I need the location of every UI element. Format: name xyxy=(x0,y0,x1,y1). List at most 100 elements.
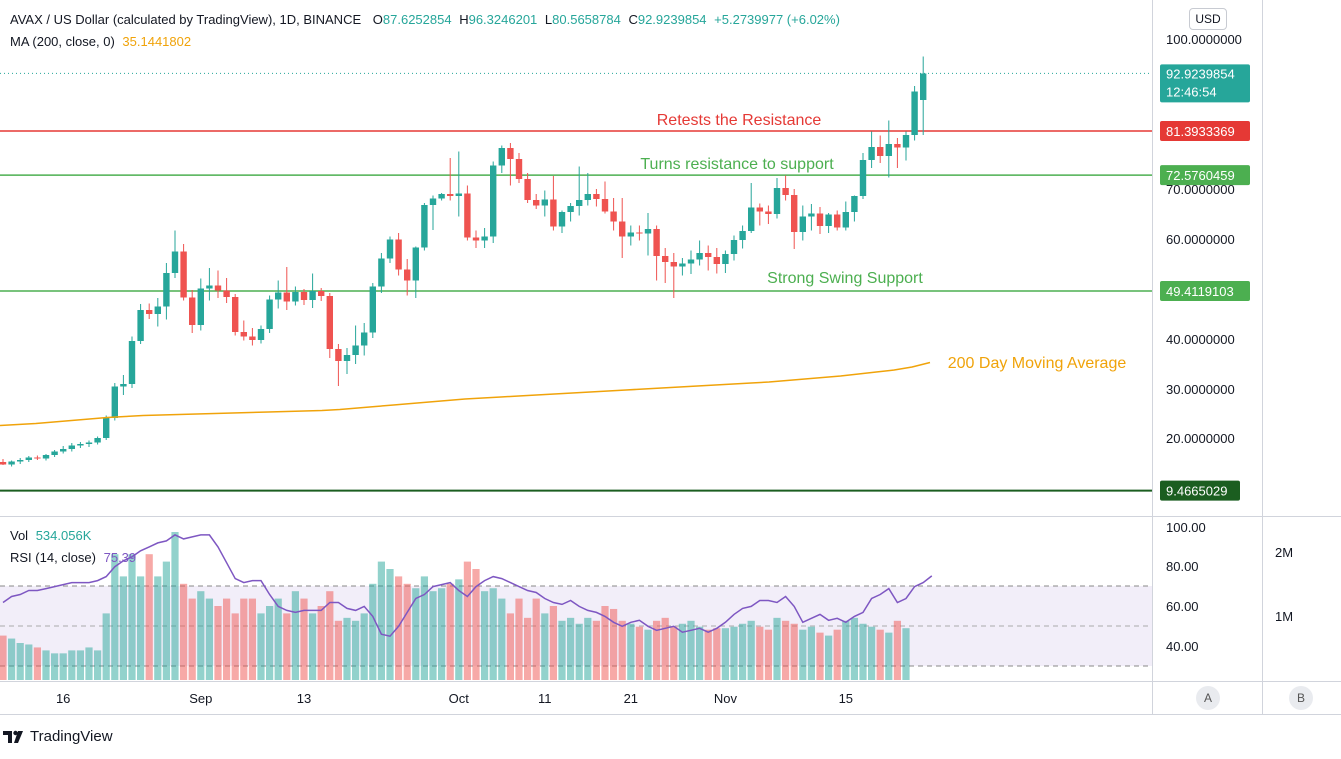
time-tick: 11 xyxy=(538,691,552,706)
volume-legend[interactable]: Vol 534.056K xyxy=(10,528,95,543)
ma-legend[interactable]: MA (200, close, 0) 35.1441802 xyxy=(10,34,195,49)
rsi-tick: 60.00 xyxy=(1166,599,1199,614)
candle xyxy=(343,348,351,374)
candle xyxy=(541,190,548,217)
swing-support-price-value: 49.4119103 xyxy=(1166,284,1234,299)
candle xyxy=(232,294,239,336)
volume-bar xyxy=(807,626,815,680)
volume-bar xyxy=(128,554,136,680)
time-tick: 13 xyxy=(297,691,311,706)
time-axis[interactable]: 16 Sep 13 Oct 11 21 Nov 15 xyxy=(56,691,853,706)
volume-bar xyxy=(704,629,712,680)
candle xyxy=(842,201,849,231)
candle xyxy=(77,442,84,448)
volume-bar xyxy=(463,561,471,680)
symbol-legend[interactable]: AVAX / US Dollar (calculated by TradingV… xyxy=(10,12,844,27)
price-tick: 100.0000000 xyxy=(1166,32,1242,47)
volume-bar xyxy=(0,635,7,680)
volume-bar xyxy=(283,613,291,680)
candle xyxy=(481,228,488,248)
candle xyxy=(25,456,32,462)
volume-bar xyxy=(721,628,729,680)
candle xyxy=(894,138,901,168)
volume-legend-label[interactable]: Vol xyxy=(10,528,29,543)
volume-bar xyxy=(816,632,824,680)
candle xyxy=(601,181,609,214)
price-pane[interactable] xyxy=(0,0,1152,516)
volume-bar xyxy=(16,643,24,680)
currency-button[interactable]: USD xyxy=(1189,8,1227,30)
ohlc-high: H96.3246201 xyxy=(459,12,538,27)
candle xyxy=(868,131,875,168)
candle xyxy=(662,248,669,283)
tradingview-logo[interactable]: TradingView xyxy=(2,728,113,745)
rsi-legend[interactable]: RSI (14, close) 75.39 xyxy=(10,550,140,565)
symbol-title[interactable]: AVAX / US Dollar (calculated by TradingV… xyxy=(10,12,362,27)
candle xyxy=(421,203,428,251)
candle xyxy=(266,295,273,333)
volume-bar xyxy=(472,569,480,680)
candle xyxy=(378,253,385,293)
bottom-price-value: 9.4665029 xyxy=(1166,484,1227,499)
candle xyxy=(438,193,445,201)
candle xyxy=(550,176,557,231)
volume-bar xyxy=(876,629,884,680)
candle xyxy=(765,205,772,224)
candle xyxy=(51,450,58,457)
candle xyxy=(834,210,841,231)
candle xyxy=(361,323,368,356)
volume-bar xyxy=(317,606,325,680)
price-tick: 30.0000000 xyxy=(1166,382,1235,397)
volume-bar xyxy=(352,620,360,680)
candle xyxy=(799,205,806,241)
rsi-legend-value: 75.39 xyxy=(103,550,137,565)
candle xyxy=(292,286,299,306)
price-tick: 60.0000000 xyxy=(1166,232,1235,247)
auto-scale-button[interactable]: A xyxy=(1196,686,1220,710)
scale-button-b[interactable]: B xyxy=(1289,686,1313,710)
candle xyxy=(515,153,523,183)
candle xyxy=(146,303,153,319)
volume-bar xyxy=(300,598,308,680)
volume-bar xyxy=(893,620,901,680)
tradingview-logo-text: TradingView xyxy=(30,728,113,745)
volume-bar xyxy=(696,626,704,680)
candle xyxy=(679,258,686,276)
candle xyxy=(68,443,75,452)
volume-bar xyxy=(825,635,833,680)
candle xyxy=(283,267,290,310)
candle xyxy=(558,210,566,233)
rsi-legend-label[interactable]: RSI (14, close) xyxy=(10,550,96,565)
volume-bar xyxy=(455,579,463,680)
time-tick: Sep xyxy=(189,691,212,706)
volume-bar xyxy=(790,623,798,680)
candle xyxy=(825,213,832,233)
volume-bar xyxy=(76,650,84,680)
candle xyxy=(464,185,471,241)
volume-bar xyxy=(902,628,910,680)
ohlc-close: C92.9239854 xyxy=(628,12,707,27)
volume-bar xyxy=(102,613,110,680)
candle xyxy=(756,203,763,226)
footer xyxy=(0,715,1341,759)
volume-bar xyxy=(274,598,282,680)
candle xyxy=(352,325,359,364)
volume-bar xyxy=(850,617,858,680)
volume-bar xyxy=(197,591,205,680)
candle xyxy=(705,245,712,271)
candle xyxy=(395,233,402,276)
candle xyxy=(412,246,419,298)
volume-bar xyxy=(687,620,695,680)
candle xyxy=(808,204,815,231)
candle xyxy=(206,268,213,301)
volume-bar xyxy=(309,613,317,680)
volume-bar xyxy=(446,583,454,680)
candle xyxy=(911,86,918,141)
candle xyxy=(34,455,41,460)
volume-bar xyxy=(764,629,772,680)
volume-bar xyxy=(395,576,403,680)
volume-bar xyxy=(670,626,678,680)
ma-legend-label[interactable]: MA (200, close, 0) xyxy=(10,34,115,49)
candle xyxy=(644,213,652,256)
